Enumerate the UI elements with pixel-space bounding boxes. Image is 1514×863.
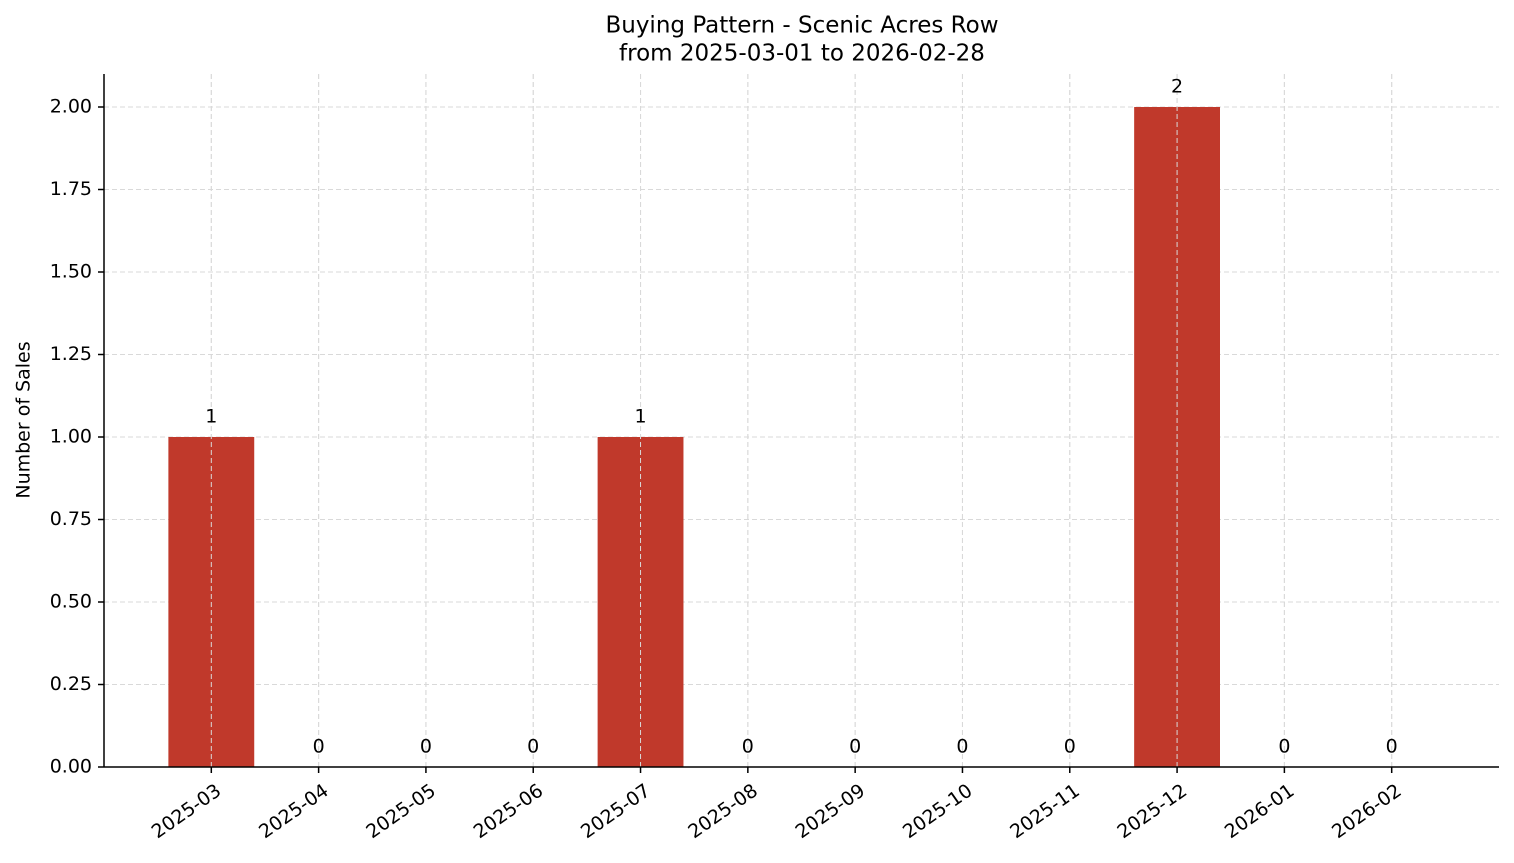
- x-tick-label: 2026-01: [1221, 780, 1299, 844]
- x-tick-label: 2025-08: [684, 780, 762, 844]
- value-label: 0: [1064, 736, 1076, 758]
- value-label: 1: [205, 406, 217, 428]
- y-tick-label: 1.75: [50, 178, 92, 200]
- x-tick-label: 2025-03: [148, 780, 226, 844]
- x-tick-label: 2026-02: [1328, 780, 1406, 844]
- x-tick-label: 2025-04: [255, 780, 333, 844]
- x-tick-label: 2025-09: [792, 780, 870, 844]
- chart-subtitle: from 2025-03-01 to 2026-02-28: [619, 41, 985, 67]
- y-tick-label: 2.00: [50, 96, 92, 118]
- y-tick-label: 0.75: [50, 508, 92, 530]
- x-tick-label: 2025-10: [899, 780, 977, 844]
- y-tick-label: 1.50: [50, 261, 92, 283]
- value-label: 0: [420, 736, 432, 758]
- x-tick-label: 2025-06: [470, 780, 548, 844]
- x-tick-label: 2025-11: [1006, 780, 1084, 844]
- y-tick-label: 0.00: [50, 756, 92, 778]
- value-label: 0: [956, 736, 968, 758]
- y-tick-label: 0.25: [50, 673, 92, 695]
- value-label: 0: [1386, 736, 1398, 758]
- chart-title: Buying Pattern - Scenic Acres Row: [605, 13, 998, 39]
- y-axis-label: Number of Sales: [13, 341, 35, 498]
- x-tick-label: 2025-07: [577, 780, 655, 844]
- y-tick-label: 1.25: [50, 343, 92, 365]
- x-tick-label: 2025-12: [1113, 780, 1191, 844]
- value-label: 0: [742, 736, 754, 758]
- value-label: 0: [313, 736, 325, 758]
- x-tick-label: 2025-05: [362, 780, 440, 844]
- value-label: 2: [1171, 76, 1183, 98]
- y-tick-label: 0.50: [50, 591, 92, 613]
- value-label: 0: [527, 736, 539, 758]
- value-label: 0: [1278, 736, 1290, 758]
- value-label: 1: [634, 406, 646, 428]
- value-label: 0: [849, 736, 861, 758]
- y-tick-label: 1.00: [50, 426, 92, 448]
